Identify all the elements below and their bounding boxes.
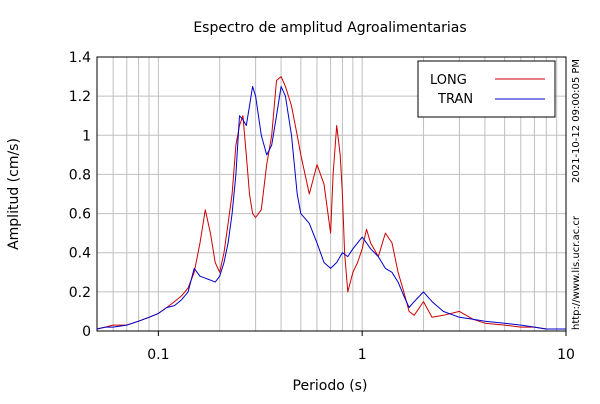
y-tick-label: 0.4 [69, 246, 91, 262]
url-annotation: http://www.lis.ucr.ac.cr [571, 215, 582, 330]
legend: LONG TRAN [417, 60, 556, 118]
y-tick-label: 0.8 [69, 167, 91, 183]
series-layer [96, 76, 566, 330]
series-line-tran [96, 85, 566, 330]
y-tick-label: 1 [82, 128, 91, 144]
legend-label-tran: TRAN [437, 92, 473, 107]
y-tick-labels: 0 0.2 0.4 0.6 0.8 1 1.2 1.4 [69, 50, 91, 340]
plot-frame [96, 56, 567, 332]
x-tick-label: 1 [358, 347, 367, 363]
x-tick-label: 10 [557, 347, 575, 363]
legend-label-long: LONG [430, 73, 467, 88]
x-axis-label: Periodo (s) [293, 378, 368, 394]
x-tick-labels: 0.1 1 10 [147, 331, 575, 363]
chart-title: Espectro de amplitud Agroalimentarias [193, 20, 466, 36]
x-tick-label: 0.1 [147, 347, 169, 363]
y-tick-label: 1.4 [69, 50, 91, 66]
y-tick-label: 0.2 [69, 285, 91, 301]
y-tick-label: 0 [82, 324, 91, 340]
legend-box [417, 60, 556, 118]
y-axis-label: Amplitud (cm/s) [6, 138, 22, 250]
y-tick-label: 0.6 [69, 207, 91, 223]
timestamp-annotation: 2021-10-12 09:00:05 PM [571, 59, 582, 183]
series-line-long [96, 76, 566, 330]
y-tick-label: 1.2 [69, 89, 91, 105]
